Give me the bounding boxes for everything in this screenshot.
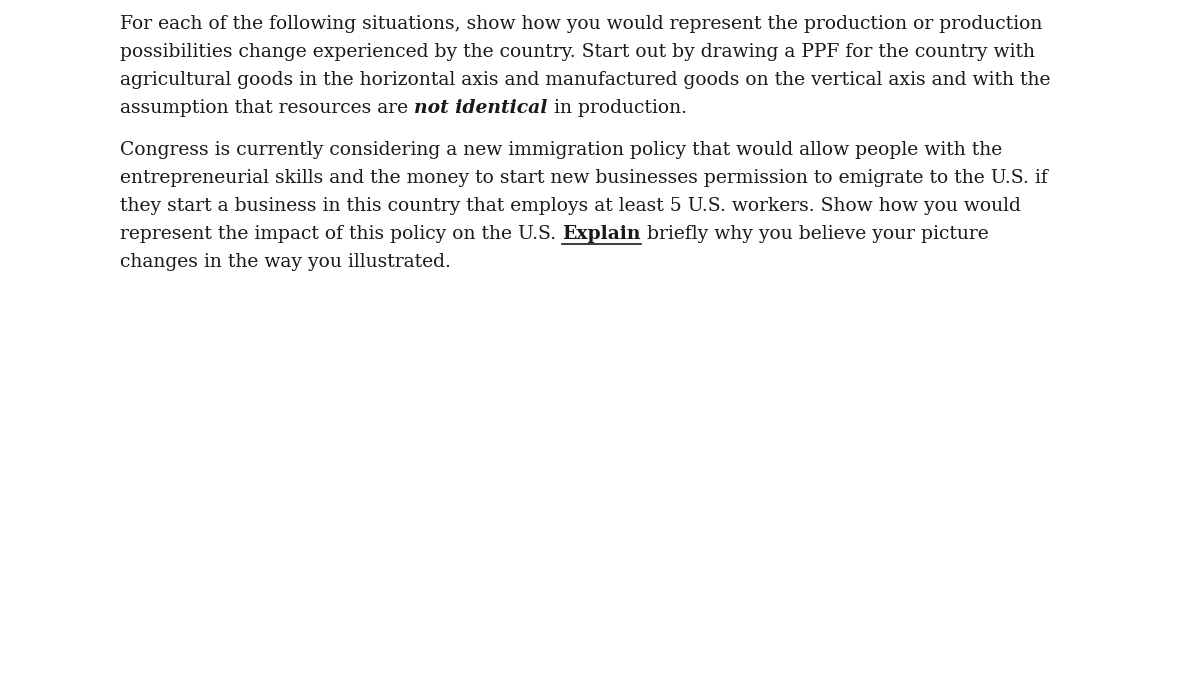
Text: briefly why you believe your picture: briefly why you believe your picture xyxy=(641,225,989,243)
Text: in production.: in production. xyxy=(547,99,686,117)
Text: entrepreneurial skills and the money to start new businesses permission to emigr: entrepreneurial skills and the money to … xyxy=(120,169,1048,187)
Text: changes in the way you illustrated.: changes in the way you illustrated. xyxy=(120,253,451,271)
Text: assumption that resources are: assumption that resources are xyxy=(120,99,414,117)
Text: Explain: Explain xyxy=(562,225,641,243)
Text: not identical: not identical xyxy=(414,99,547,117)
Text: Congress is currently considering a new immigration policy that would allow peop: Congress is currently considering a new … xyxy=(120,141,1002,159)
Text: they start a business in this country that employs at least 5 U.S. workers. Show: they start a business in this country th… xyxy=(120,197,1021,215)
Text: For each of the following situations, show how you would represent the productio: For each of the following situations, sh… xyxy=(120,15,1043,33)
Text: agricultural goods in the horizontal axis and manufactured goods on the vertical: agricultural goods in the horizontal axi… xyxy=(120,71,1050,89)
Text: represent the impact of this policy on the U.S.: represent the impact of this policy on t… xyxy=(120,225,562,243)
Text: possibilities change experienced by the country. Start out by drawing a PPF for : possibilities change experienced by the … xyxy=(120,43,1034,61)
